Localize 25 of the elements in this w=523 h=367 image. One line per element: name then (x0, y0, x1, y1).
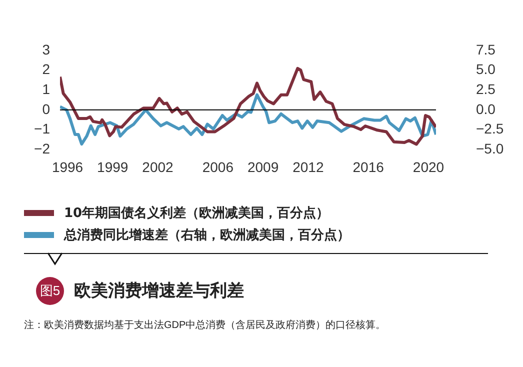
y-tick-label: −1 (34, 120, 50, 137)
x-tick-label: 2009 (247, 158, 279, 175)
y2-tick-label: 7.5 (476, 41, 496, 58)
text: 欧美消费增速差与利差 (74, 280, 244, 302)
legend-label: 10年期国债名义利差（欧洲减美国，百分点） (64, 204, 330, 222)
x-tick-label: 1996 (52, 158, 84, 175)
y2-tick-label: 5.0 (476, 61, 496, 78)
y2-tick-label: −2.5 (476, 120, 504, 137)
x-tick-label: 2012 (292, 158, 324, 175)
y-tick-label: 3 (42, 41, 50, 58)
x-tick-label: 2002 (142, 158, 174, 175)
text: 注：欧美消费数据均基于支出法GDP中总消费（含居民及政府消费）的口径核算。 (24, 318, 386, 332)
y-tick-label: 0 (42, 100, 50, 117)
caption: 图5 (36, 277, 64, 305)
y2-tick-label: 2.5 (476, 80, 496, 97)
x-tick-label: 2006 (202, 158, 234, 175)
y2-tick-label: 0.0 (476, 100, 496, 117)
x-tick-label: 1999 (97, 158, 128, 175)
x-tick-label: 2020 (412, 158, 444, 175)
y2-tick-label: −5.0 (476, 140, 504, 156)
x-tick-label: 2016 (352, 158, 384, 175)
y-tick-label: 2 (42, 61, 50, 78)
y-tick-label: 1 (42, 80, 50, 97)
legend-label: 总消费同比增速差（右轴，欧洲减美国，百分点） (64, 226, 350, 244)
y-tick-label: −2 (34, 140, 50, 156)
